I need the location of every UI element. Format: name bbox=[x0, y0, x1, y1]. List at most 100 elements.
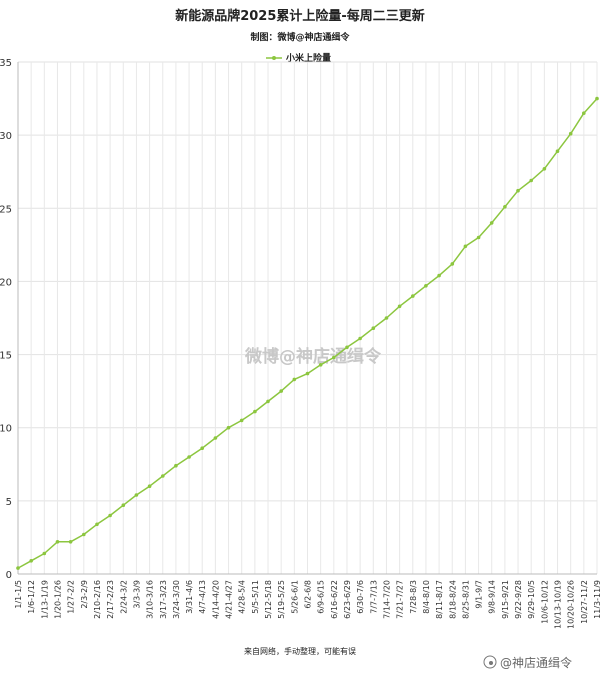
x-tick-label: 6/9-6/15 bbox=[317, 580, 326, 614]
x-tick-label: 8/11-8/17 bbox=[435, 580, 444, 619]
data-point bbox=[279, 389, 284, 393]
data-point bbox=[318, 363, 323, 367]
data-point bbox=[332, 355, 336, 360]
data-point bbox=[82, 532, 86, 537]
x-tick-label: 1/13-1/19 bbox=[40, 580, 49, 619]
data-point bbox=[239, 418, 244, 423]
data-point bbox=[121, 503, 126, 508]
data-point bbox=[450, 262, 455, 266]
x-tick-label: 1/20-1/26 bbox=[53, 580, 62, 619]
x-tick-label: 9/15-9/21 bbox=[501, 580, 510, 619]
corner-watermark-text: @神店通缉令 bbox=[500, 655, 572, 670]
x-tick-label: 4/21-4/27 bbox=[225, 580, 234, 619]
data-point bbox=[384, 316, 389, 320]
y-tick-label: 5 bbox=[6, 497, 12, 508]
x-tick-label: 1/27-2/2 bbox=[67, 580, 76, 614]
data-point bbox=[397, 304, 402, 309]
x-tick-label: 7/28-8/3 bbox=[409, 580, 418, 614]
data-point bbox=[16, 566, 20, 570]
x-tick-label: 3/31-4/6 bbox=[185, 580, 194, 614]
x-tick-label: 7/7-7/13 bbox=[369, 580, 378, 614]
data-point bbox=[174, 463, 178, 468]
x-tick-label: 3/10-3/16 bbox=[146, 580, 155, 619]
x-tick-label: 2/10-2/16 bbox=[93, 580, 102, 619]
data-point bbox=[476, 235, 481, 240]
y-tick-label: 0 bbox=[6, 570, 12, 581]
x-tick-label: 4/28-5/4 bbox=[238, 580, 247, 614]
data-point bbox=[371, 326, 376, 331]
data-point bbox=[305, 371, 310, 376]
y-tick-label: 30 bbox=[0, 131, 12, 142]
y-tick-label: 10 bbox=[0, 424, 12, 435]
data-point bbox=[200, 446, 204, 451]
x-tick-label: 7/14-7/20 bbox=[382, 580, 391, 619]
x-axis: 1/1-1/5 1/6-1/12 1/13-1/19 1/20-1/26 1/27-2/… bbox=[14, 573, 600, 629]
data-point bbox=[187, 455, 191, 459]
x-tick-label: 1/6-1/12 bbox=[27, 580, 36, 614]
source-note: 来自网络，手动整理，可能有误 bbox=[244, 646, 356, 656]
x-tick-label: 3/3-3/9 bbox=[132, 580, 141, 609]
data-point bbox=[55, 540, 60, 544]
data-point bbox=[542, 167, 547, 171]
x-tick-label: 2/3-2/9 bbox=[80, 580, 89, 609]
data-point bbox=[29, 559, 33, 563]
data-point bbox=[147, 484, 152, 489]
x-tick-label: 6/16-6/22 bbox=[330, 580, 339, 619]
data-point bbox=[266, 399, 270, 404]
series-group bbox=[16, 96, 599, 570]
x-tick-label: 9/22-9/28 bbox=[514, 580, 523, 619]
chart-subtitle: 制图：微博@神店通缉令 bbox=[250, 31, 350, 43]
weibo-logo-icon bbox=[483, 655, 497, 669]
x-tick-label: 2/24-3/2 bbox=[119, 580, 128, 614]
data-point bbox=[108, 513, 112, 518]
data-point bbox=[95, 522, 99, 527]
data-point bbox=[437, 273, 441, 278]
chart-title: 新能源品牌2025累计上险量-每周二三更新 bbox=[175, 8, 425, 24]
data-point bbox=[503, 205, 507, 209]
x-tick-label: 5/19-5/25 bbox=[277, 580, 286, 619]
x-tick-label: 10/6-10/12 bbox=[540, 580, 549, 624]
data-point bbox=[411, 294, 415, 298]
y-tick-label: 20 bbox=[0, 277, 12, 288]
y-axis: 0 5 10 15 20 25 30 35 bbox=[0, 58, 19, 581]
x-tick-label: 2/17-2/23 bbox=[106, 580, 115, 619]
x-tick-label: 8/18-8/24 bbox=[448, 580, 457, 619]
x-tick-label: 10/13-10/19 bbox=[554, 580, 563, 629]
data-point bbox=[568, 131, 573, 136]
x-tick-label: 9/1-9/7 bbox=[475, 580, 484, 609]
grid-lines bbox=[17, 61, 598, 575]
x-tick-label: 3/24-3/30 bbox=[172, 580, 181, 619]
legend-swatch-marker bbox=[272, 56, 276, 60]
x-tick-label: 6/30-7/6 bbox=[356, 580, 365, 614]
watermark-text: 微博@神店通缉令 bbox=[244, 346, 382, 367]
data-point bbox=[489, 221, 494, 225]
x-tick-label: 5/26-6/1 bbox=[290, 580, 299, 614]
y-tick-label: 15 bbox=[0, 351, 12, 362]
x-tick-label: 8/25-8/31 bbox=[461, 580, 470, 619]
x-tick-label: 5/12-5/18 bbox=[264, 580, 273, 619]
x-tick-label: 8/4-8/10 bbox=[422, 580, 431, 614]
data-point bbox=[582, 111, 586, 115]
data-point bbox=[555, 149, 560, 153]
legend: 小米上险量 bbox=[266, 52, 331, 64]
x-tick-label: 1/1-1/5 bbox=[14, 580, 23, 609]
data-point bbox=[161, 474, 165, 478]
y-tick-label: 35 bbox=[0, 58, 12, 69]
data-point bbox=[42, 551, 47, 556]
x-tick-label: 10/27-11/2 bbox=[580, 580, 589, 624]
x-tick-label: 9/8-9/14 bbox=[488, 580, 497, 614]
data-point bbox=[529, 178, 533, 183]
data-point bbox=[516, 188, 520, 193]
data-point bbox=[134, 493, 139, 497]
x-tick-label: 4/14-4/20 bbox=[211, 580, 220, 619]
data-point bbox=[213, 436, 218, 440]
x-tick-label: 5/5-5/11 bbox=[251, 580, 260, 614]
data-point bbox=[226, 425, 231, 430]
x-tick-label: 9/29-10/5 bbox=[527, 580, 536, 619]
x-tick-label: 6/2-6/8 bbox=[304, 580, 313, 609]
data-point bbox=[253, 409, 257, 414]
data-point bbox=[424, 284, 428, 288]
data-point bbox=[292, 377, 297, 382]
data-point bbox=[595, 96, 599, 101]
